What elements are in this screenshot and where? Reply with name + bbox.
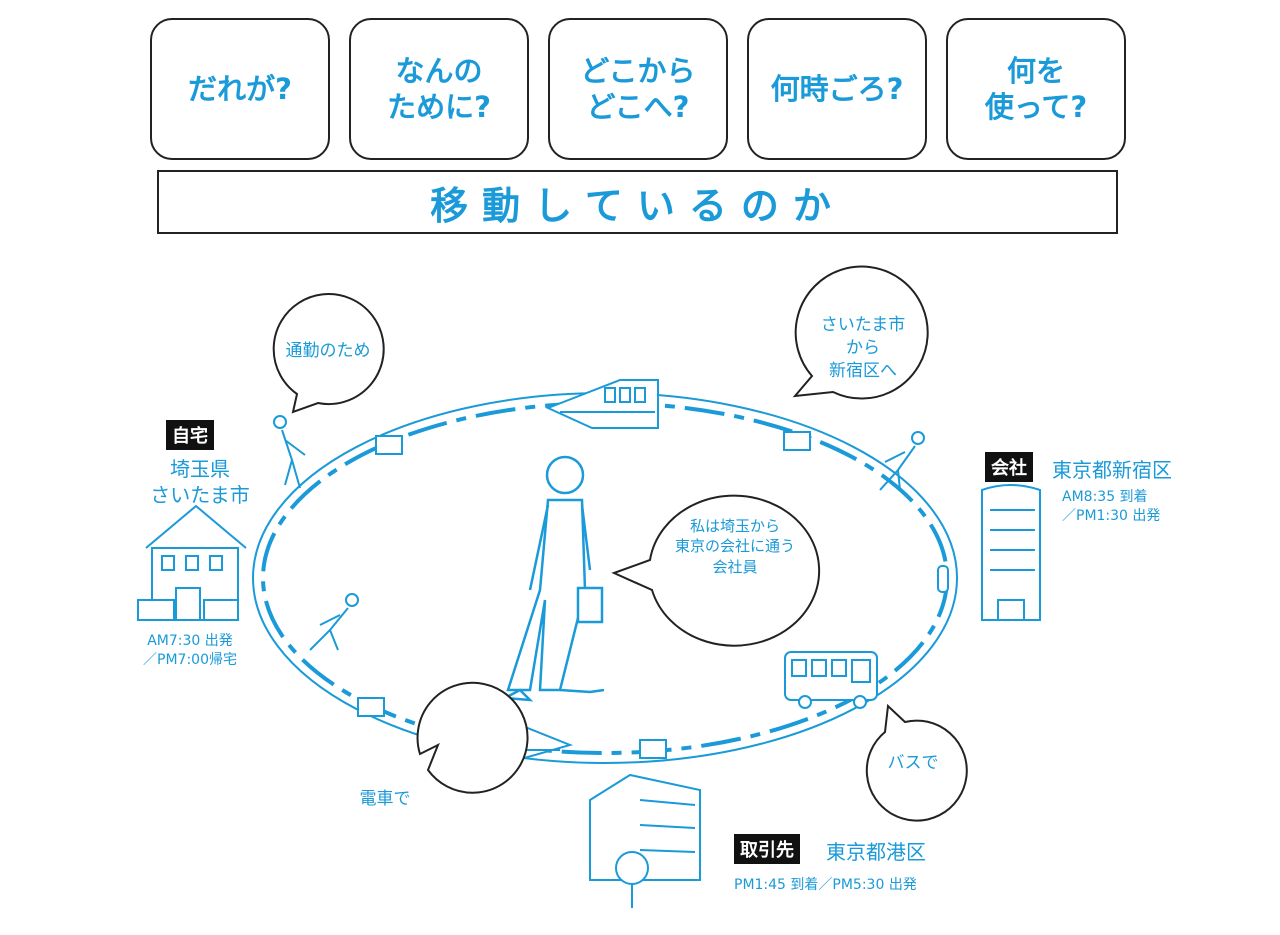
client-tag: 取引先 xyxy=(734,834,800,864)
bus-icon xyxy=(784,651,878,709)
client-time: PM1:45 到着／PM5:30 出発 xyxy=(734,877,917,893)
home-place: 埼玉県 さいたま市 xyxy=(150,457,250,507)
home-time: AM7:30 出発 ／PM7:00帰宅 xyxy=(143,633,237,668)
home-tag: 自宅 xyxy=(166,420,214,450)
station-icons xyxy=(357,431,949,759)
office-time: AM8:35 到着 ／PM1:30 出発 xyxy=(1062,489,1161,524)
bubble-train-text: 電車で xyxy=(359,789,411,809)
walker-icons xyxy=(273,415,925,651)
client-place: 東京都港区 xyxy=(826,840,926,864)
question-when: 何時ごろ? xyxy=(747,18,927,160)
businessman-icon xyxy=(500,455,605,702)
office-building-icon xyxy=(981,484,1041,621)
bubble-purpose-text: 通勤のため xyxy=(285,341,371,361)
bubble-bus-text: バスで xyxy=(887,753,939,773)
question-from-to: どこから どこへ? xyxy=(548,18,728,160)
office-tag: 会社 xyxy=(985,452,1033,482)
bubble-route-text: さいたま市 から 新宿区へ xyxy=(820,315,906,381)
client-building-icon xyxy=(589,773,701,908)
speech-bubbles xyxy=(272,265,968,822)
question-why: なんの ために? xyxy=(349,18,529,160)
office-place: 東京都新宿区 xyxy=(1052,458,1172,482)
banner-title: 移動しているのか xyxy=(157,170,1118,234)
question-how: 何を 使って? xyxy=(946,18,1126,160)
bubble-who-text: 私は埼玉から 東京の会社に通う 会社員 xyxy=(674,517,795,576)
question-who: だれが? xyxy=(150,18,330,160)
house-icon xyxy=(137,504,247,621)
train-top-icon xyxy=(545,379,659,429)
